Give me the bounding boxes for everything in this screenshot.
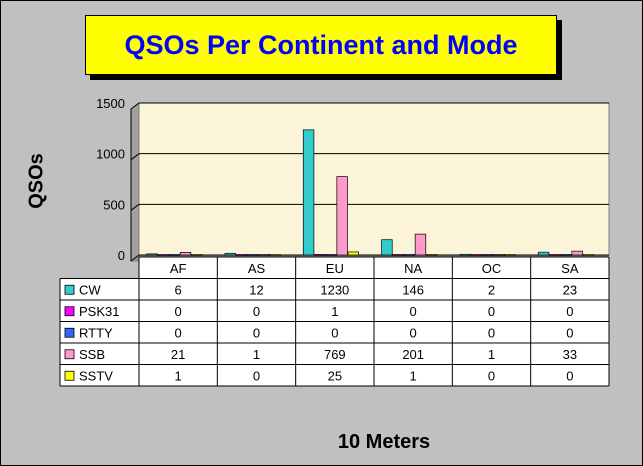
data-label: 0 bbox=[175, 304, 182, 319]
y-tick-label: 0 bbox=[118, 248, 125, 263]
bar bbox=[403, 254, 415, 256]
x-tick-label: NA bbox=[404, 261, 422, 276]
x-tick-label: SA bbox=[561, 261, 579, 276]
data-label: 0 bbox=[331, 325, 338, 340]
data-label: 0 bbox=[253, 325, 260, 340]
data-label: 0 bbox=[253, 304, 260, 319]
y-tick-label: 500 bbox=[103, 197, 125, 212]
x-axis-label: 10 Meters bbox=[337, 431, 431, 453]
gridline-side bbox=[130, 102, 140, 110]
data-label: 769 bbox=[324, 347, 346, 362]
bar bbox=[314, 254, 326, 256]
bar bbox=[426, 254, 438, 256]
data-label: 0 bbox=[410, 304, 417, 319]
legend-swatch bbox=[64, 284, 75, 295]
bar bbox=[470, 254, 483, 256]
bar bbox=[560, 254, 572, 256]
data-label: 1230 bbox=[320, 282, 349, 297]
y-tick-label: 1500 bbox=[96, 96, 125, 111]
data-label: 2 bbox=[488, 282, 495, 297]
legend-label: SSB bbox=[79, 347, 105, 362]
table-body-bg bbox=[60, 278, 609, 386]
data-label: 0 bbox=[488, 304, 495, 319]
chart-title: QSOs Per Continent and Mode bbox=[124, 29, 518, 60]
bar bbox=[168, 254, 180, 256]
data-label: 12 bbox=[249, 282, 263, 297]
data-label: 1 bbox=[488, 347, 495, 362]
bar bbox=[504, 254, 516, 256]
bar bbox=[459, 253, 471, 256]
legend-swatch bbox=[64, 327, 75, 338]
data-label: 0 bbox=[566, 304, 573, 319]
bar bbox=[549, 254, 561, 256]
bar bbox=[582, 254, 595, 256]
data-label: 1 bbox=[253, 347, 260, 362]
data-label: 23 bbox=[563, 282, 577, 297]
data-label: 6 bbox=[175, 282, 182, 297]
bar bbox=[246, 254, 259, 256]
data-label: 0 bbox=[175, 325, 182, 340]
bar bbox=[392, 254, 404, 256]
bar bbox=[179, 252, 192, 256]
bar bbox=[325, 254, 337, 256]
legend-label: RTTY bbox=[79, 325, 113, 340]
bar bbox=[537, 251, 550, 256]
chart-title-box: QSOs Per Continent and Mode bbox=[85, 15, 557, 75]
plot-area bbox=[138, 102, 610, 256]
bar bbox=[571, 250, 583, 256]
data-label: 33 bbox=[563, 347, 577, 362]
data-label: 1 bbox=[175, 368, 182, 383]
bar bbox=[347, 251, 360, 256]
bar bbox=[258, 254, 270, 256]
bar bbox=[269, 254, 281, 256]
data-label: 21 bbox=[171, 347, 185, 362]
data-label: 0 bbox=[566, 368, 573, 383]
data-label: 146 bbox=[402, 282, 424, 297]
legend-swatch bbox=[64, 306, 75, 317]
data-label: 1 bbox=[331, 304, 338, 319]
x-tick-label: AF bbox=[170, 261, 187, 276]
data-label: 25 bbox=[328, 368, 342, 383]
plot-side-wall bbox=[130, 102, 140, 262]
bar bbox=[235, 254, 248, 256]
y-tick-label: 1000 bbox=[96, 147, 125, 162]
bar bbox=[146, 253, 158, 256]
bar bbox=[381, 239, 393, 256]
legend-swatch bbox=[64, 370, 75, 381]
gridline-side bbox=[130, 254, 140, 262]
x-tick-label: AS bbox=[248, 261, 266, 276]
bar bbox=[157, 254, 169, 256]
data-label: 201 bbox=[402, 347, 424, 362]
bar bbox=[191, 254, 203, 256]
data-label: 0 bbox=[253, 368, 260, 383]
legend-label: SSTV bbox=[79, 368, 113, 383]
legend-label: PSK31 bbox=[79, 304, 119, 319]
bar bbox=[481, 254, 494, 256]
data-label: 0 bbox=[488, 368, 495, 383]
legend-swatch bbox=[64, 349, 75, 360]
bar bbox=[224, 252, 236, 256]
y-axis-label: QSOs bbox=[25, 153, 48, 209]
gridline-side bbox=[130, 203, 140, 211]
bar bbox=[336, 176, 348, 256]
bar bbox=[414, 233, 427, 256]
data-label: 0 bbox=[566, 325, 573, 340]
data-label: 1 bbox=[410, 368, 417, 383]
x-tick-label: OC bbox=[482, 261, 502, 276]
gridline-side bbox=[130, 153, 140, 161]
bar bbox=[493, 254, 505, 256]
legend-label: CW bbox=[79, 282, 101, 297]
data-label: 0 bbox=[488, 325, 495, 340]
x-tick-label: EU bbox=[326, 261, 344, 276]
bar bbox=[302, 129, 315, 256]
data-label: 0 bbox=[410, 325, 417, 340]
